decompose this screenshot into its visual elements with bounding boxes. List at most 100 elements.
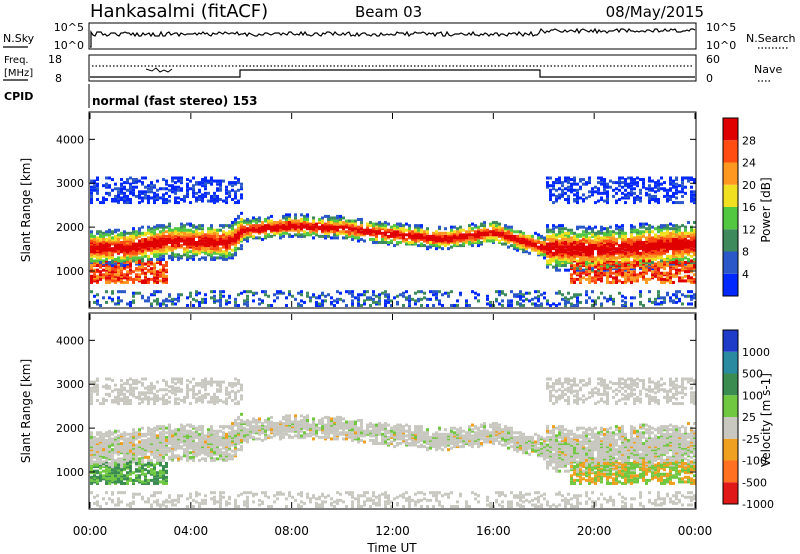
power-echo-cell xyxy=(156,179,159,183)
power-echo-cell xyxy=(681,264,684,268)
power-echo-cell xyxy=(597,254,600,258)
power-echo-cell xyxy=(627,191,630,195)
power-echo-cell xyxy=(612,250,615,254)
power-echo-cell xyxy=(549,176,552,180)
power-echo-cell xyxy=(432,304,435,307)
power-echo-cell xyxy=(168,233,171,237)
power-echo-cell xyxy=(384,225,387,229)
power-echo-cell xyxy=(414,291,417,295)
velocity-echo-cell xyxy=(96,454,99,458)
power-echo-cell xyxy=(147,237,150,241)
power-echo-cell xyxy=(165,251,168,255)
power-echo-cell xyxy=(684,256,687,260)
power-echo-cell xyxy=(156,257,159,261)
power-echo-cell xyxy=(519,242,522,246)
velocity-echo-cell xyxy=(90,469,93,473)
power-echo-cell xyxy=(378,227,381,231)
power-echo-cell xyxy=(555,188,558,192)
power-echo-cell xyxy=(90,254,93,258)
power-echo-cell xyxy=(573,277,576,281)
power-echo-cell xyxy=(186,245,189,249)
power-echo-cell xyxy=(621,256,624,260)
power-echo-cell xyxy=(165,274,168,278)
power-echo-cell xyxy=(330,222,333,226)
power-echo-cell xyxy=(228,236,231,240)
power-echo-cell xyxy=(555,236,558,240)
power-echo-cell xyxy=(135,185,138,189)
power-echo-cell xyxy=(252,227,255,231)
power-echo-cell xyxy=(633,260,636,264)
power-echo-cell xyxy=(675,224,678,228)
power-echo-cell xyxy=(600,259,603,263)
power-echo-cell xyxy=(603,199,606,203)
power-echo-cell xyxy=(96,299,99,303)
velocity-echo-cell xyxy=(132,492,135,496)
power-echo-cell xyxy=(291,234,294,238)
power-echo-cell xyxy=(450,236,453,240)
power-echo-cell xyxy=(657,302,660,306)
power-echo-cell xyxy=(591,234,594,238)
velocity-echo-cell xyxy=(144,468,147,472)
power-echo-cell xyxy=(564,296,567,300)
power-echo-cell xyxy=(636,234,639,238)
power-echo-cell xyxy=(600,228,603,232)
power-echo-cell xyxy=(627,251,630,255)
power-echo-cell xyxy=(420,230,423,234)
power-echo-cell xyxy=(630,228,633,232)
velocity-echo-cell xyxy=(117,500,120,504)
power-echo-cell xyxy=(519,290,522,294)
power-echo-cell xyxy=(420,304,423,307)
power-echo-cell xyxy=(186,248,189,252)
velocity-echo-cell xyxy=(120,448,123,452)
power-echo-cell xyxy=(651,196,654,200)
power-echo-cell xyxy=(306,213,309,217)
power-echo-cell xyxy=(195,225,198,229)
power-echo-cell xyxy=(132,236,135,240)
velocity-echo-cell xyxy=(90,446,93,450)
velocity-echo-cell xyxy=(141,466,144,470)
power-echo-cell xyxy=(420,233,423,237)
power-echo-cell xyxy=(639,271,642,275)
velocity-echo-cell xyxy=(114,465,117,469)
power-echo-cell xyxy=(681,279,684,283)
power-echo-cell xyxy=(567,185,570,189)
power-echo-cell xyxy=(513,244,516,248)
power-echo-cell xyxy=(303,216,306,220)
power-echo-cell xyxy=(135,257,138,261)
velocity-echo-cell xyxy=(135,492,138,496)
power-echo-cell xyxy=(375,234,378,238)
power-echo-cell xyxy=(681,250,684,254)
power-echo-cell xyxy=(120,188,123,192)
power-echo-cell xyxy=(435,244,438,248)
velocity-echo-cell xyxy=(99,466,102,470)
power-echo-cell xyxy=(126,264,129,268)
power-echo-cell xyxy=(90,290,93,294)
power-echo-cell xyxy=(270,222,273,226)
power-echo-cell xyxy=(642,234,645,238)
power-echo-cell xyxy=(666,224,669,228)
power-echo-cell xyxy=(540,244,543,248)
power-echo-cell xyxy=(510,225,513,229)
power-echo-cell xyxy=(657,260,660,264)
power-echo-cell xyxy=(672,185,675,189)
power-echo-cell xyxy=(594,241,597,245)
power-echo-cell xyxy=(177,256,180,260)
power-echo-cell xyxy=(675,294,678,298)
power-echo-cell xyxy=(99,242,102,246)
velocity-echo-cell xyxy=(111,449,114,453)
power-echo-cell xyxy=(615,256,618,260)
power-echo-cell xyxy=(162,201,165,205)
power-echo-cell xyxy=(180,233,183,237)
power-echo-cell xyxy=(156,242,159,246)
power-echo-cell xyxy=(615,260,618,264)
power-echo-cell xyxy=(576,259,579,263)
power-echo-cell xyxy=(321,228,324,232)
power-echo-cell xyxy=(462,234,465,238)
power-echo-cell xyxy=(363,239,366,243)
power-echo-cell xyxy=(228,296,231,300)
power-echo-cell xyxy=(210,290,213,294)
power-echo-cell xyxy=(153,231,156,235)
power-echo-cell xyxy=(381,231,384,235)
power-echo-cell xyxy=(156,194,159,198)
velocity-echo-cell xyxy=(132,380,135,384)
